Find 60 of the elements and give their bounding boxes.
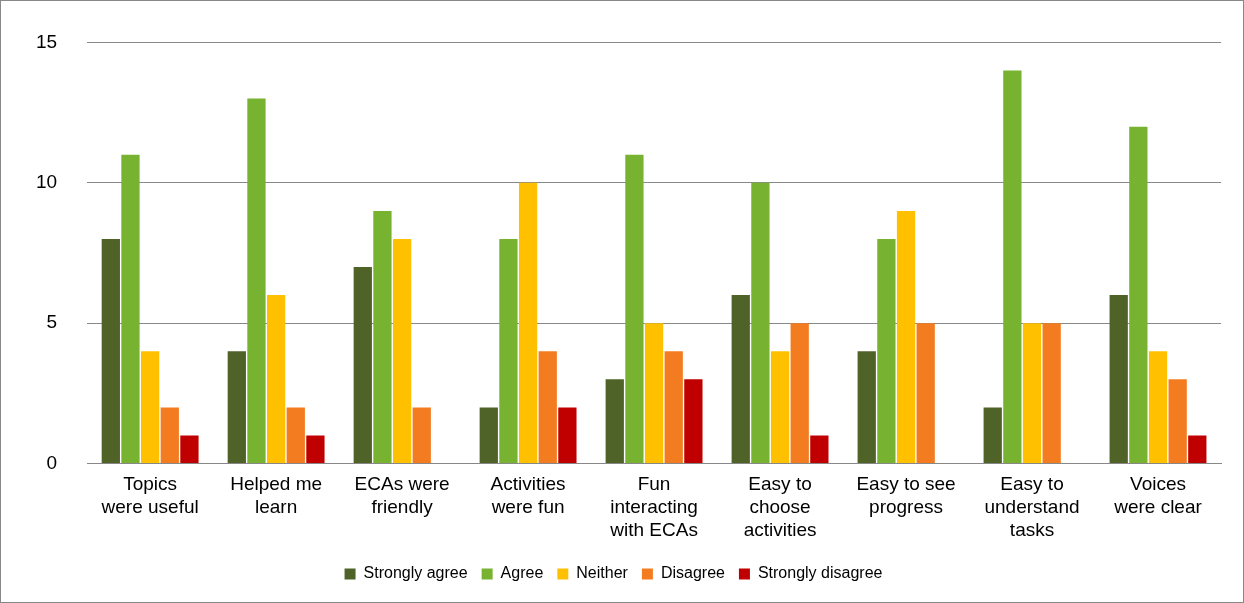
bar: [160, 407, 179, 464]
legend-label: Disagree: [660, 564, 726, 582]
bar: [877, 238, 896, 464]
x-tick-label: Easy to understand tasks: [984, 473, 1080, 540]
y-tick-label: 0: [46, 451, 58, 473]
bar: [479, 407, 498, 464]
bar: [247, 98, 266, 464]
bar: [266, 295, 286, 464]
x-tick-label: Fun interacting with ECAs: [609, 473, 698, 540]
bar: [306, 435, 325, 464]
bar: [1109, 295, 1128, 464]
legend-label: Strongly agree: [363, 564, 468, 582]
legend-label: Strongly disagree: [757, 564, 883, 582]
bar: [180, 435, 199, 464]
bar: [605, 379, 624, 464]
bar: [1042, 323, 1061, 464]
legend-label: Agree: [500, 564, 544, 582]
bar: [353, 267, 372, 464]
x-tick-label: Voices were clear: [1113, 473, 1203, 518]
x-tick-label: Topics were useful: [100, 473, 199, 518]
bar: [140, 351, 160, 464]
x-tick-label: Helped me learn: [230, 473, 323, 518]
y-tick-label: 15: [35, 30, 58, 52]
bar: [751, 182, 770, 464]
bar: [286, 407, 305, 464]
bar: [916, 323, 935, 464]
y-tick-label: 5: [46, 311, 58, 333]
x-tick-label: Activities were fun: [490, 473, 566, 518]
bar: [896, 210, 916, 464]
bar: [412, 407, 431, 464]
bar: [373, 210, 392, 464]
bar: [1148, 351, 1168, 464]
bar: [227, 351, 246, 464]
bar: [558, 407, 577, 464]
bar: [1188, 435, 1207, 464]
bar: [790, 323, 809, 464]
bar: [644, 323, 664, 464]
bar: [810, 435, 829, 464]
bar: [983, 407, 1002, 464]
bar: [538, 351, 557, 464]
x-tick-label: ECAs were friendly: [354, 473, 450, 518]
bar: [121, 154, 140, 464]
bar: [499, 238, 518, 464]
bar: [731, 295, 750, 464]
bar: [1003, 70, 1022, 464]
bar: [857, 351, 876, 464]
x-tick-label: Easy to see progress: [856, 473, 956, 518]
bar: [684, 379, 703, 464]
bar: [770, 351, 790, 464]
bar: [518, 182, 538, 464]
bar: [664, 351, 683, 464]
bar: [625, 154, 644, 464]
legend-label: Neither: [576, 564, 629, 582]
bar: [1022, 323, 1042, 464]
bar: [1168, 379, 1187, 464]
bar: [101, 238, 120, 464]
x-tick-label: Easy to choose activities: [743, 473, 817, 540]
y-tick-label: 10: [35, 171, 58, 193]
bar: [392, 238, 412, 464]
bar: [1129, 126, 1148, 464]
